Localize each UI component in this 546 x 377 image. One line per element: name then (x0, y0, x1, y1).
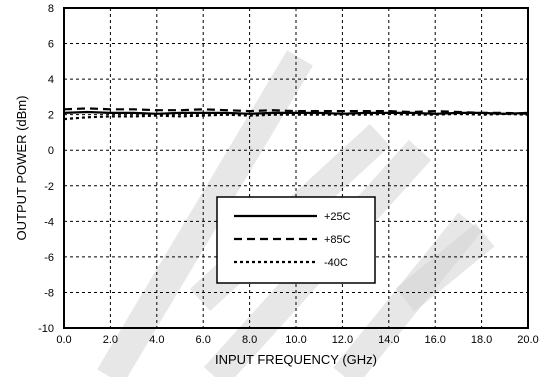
x-axis-ticks: 0.0 2.0 4.0 6.0 8.0 10.0 12.0 14.0 16.0 18.0 20.0 (56, 334, 538, 346)
y-tick-label: 2 (48, 110, 54, 122)
series-lines (63, 107, 529, 121)
legend-label: +25C (324, 211, 351, 223)
y-tick-label: -8 (44, 287, 54, 299)
x-tick-label: 16.0 (424, 334, 445, 346)
y-tick-label: -10 (38, 323, 54, 335)
x-axis-title: INPUT FREQUENCY (GHz) (215, 352, 377, 367)
legend-box (216, 196, 376, 284)
y-tick-label: 8 (48, 3, 54, 15)
watermark-stroke-5 (395, 223, 495, 312)
y-tick-label: -2 (44, 181, 54, 193)
y-tick-label: 0 (48, 145, 54, 157)
y-tick-label: 4 (48, 74, 54, 86)
legend-label: -40C (324, 257, 348, 269)
x-tick-label: 20.0 (517, 334, 538, 346)
x-tick-label: 14.0 (378, 334, 399, 346)
y-axis-title: OUTPUT POWER (dBm) (14, 96, 29, 241)
x-tick-label: 12.0 (332, 334, 353, 346)
x-tick-label: 0.0 (56, 334, 71, 346)
y-tick-label: -4 (44, 216, 54, 228)
legend: +25C +85C -40C (216, 196, 376, 284)
y-tick-label: 6 (48, 39, 54, 51)
x-tick-label: 4.0 (149, 334, 164, 346)
x-tick-label: 6.0 (196, 334, 211, 346)
legend-label: +85C (324, 234, 351, 246)
x-tick-label: 10.0 (285, 334, 306, 346)
plot-frame (63, 7, 529, 329)
x-tick-label: 2.0 (103, 334, 118, 346)
series-line (63, 112, 529, 121)
x-tick-label: 18.0 (471, 334, 492, 346)
watermark-stroke-1 (97, 50, 313, 377)
y-axis-ticks: 8 6 4 2 0 -2 -4 -6 -8 -10 (38, 3, 54, 335)
x-tick-label: 8.0 (242, 334, 257, 346)
y-tick-label: -6 (44, 252, 54, 264)
